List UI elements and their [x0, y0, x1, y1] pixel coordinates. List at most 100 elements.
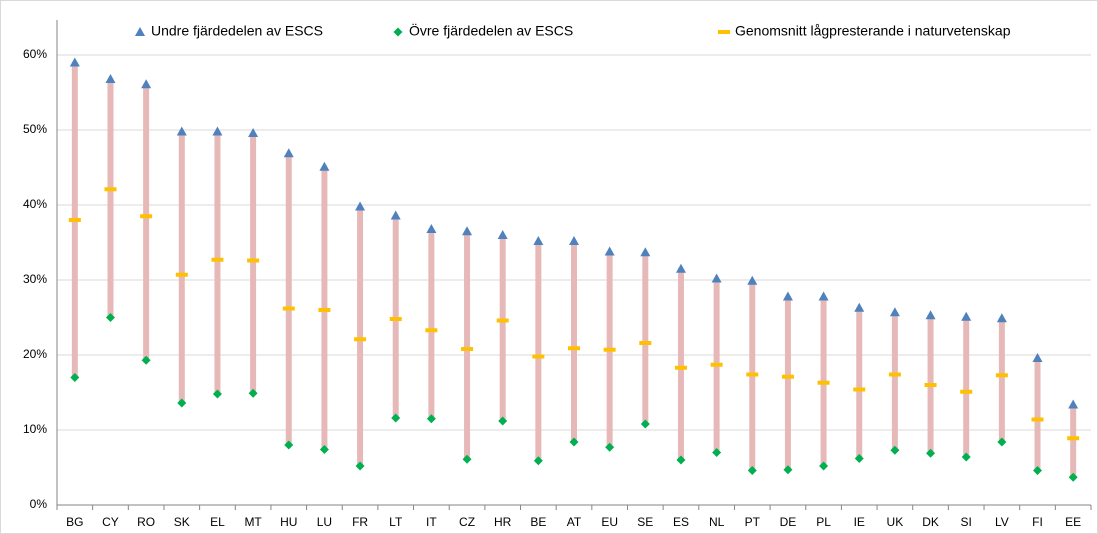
x-tick-label: UK: [887, 515, 904, 529]
x-tick-label: RO: [137, 515, 155, 529]
x-tick-label: IT: [426, 515, 437, 529]
point: [782, 291, 793, 301]
range-bar: [1034, 358, 1041, 471]
x-tick-label: LU: [317, 515, 332, 529]
legend-marker: [718, 30, 730, 34]
point: [282, 306, 295, 311]
range-bar: [1070, 404, 1077, 478]
point: [354, 337, 367, 342]
point: [176, 126, 187, 136]
range-bar: [963, 316, 970, 457]
point: [70, 373, 80, 382]
point: [819, 461, 829, 471]
point: [640, 419, 650, 429]
x-tick-label: BE: [530, 515, 546, 529]
point: [569, 437, 579, 447]
point: [69, 57, 80, 67]
point: [674, 365, 687, 370]
range-bar: [178, 131, 185, 403]
point: [995, 373, 1008, 378]
point: [888, 372, 901, 377]
x-tick-label: EU: [601, 515, 618, 529]
point: [997, 437, 1007, 447]
x-tick-label: MT: [244, 515, 262, 529]
point: [712, 448, 722, 457]
point: [498, 416, 508, 426]
point: [783, 465, 793, 475]
range-bar: [784, 296, 791, 470]
point: [996, 313, 1007, 323]
point: [533, 236, 544, 245]
x-tick-label: HR: [494, 515, 512, 529]
legend-label: Genomsnitt lågpresterande i naturvetensk…: [735, 23, 1011, 39]
range-bar: [250, 133, 257, 394]
point: [854, 454, 864, 463]
point: [426, 414, 436, 424]
point: [211, 257, 224, 262]
range-bar: [998, 318, 1005, 442]
x-tick-label: BG: [66, 515, 83, 529]
point: [532, 354, 545, 359]
y-tick-label: 60%: [23, 47, 47, 61]
point: [104, 187, 117, 192]
y-tick-label: 50%: [23, 122, 47, 136]
point: [710, 362, 723, 367]
point: [675, 263, 686, 273]
point: [462, 454, 472, 464]
range-bar: [891, 312, 898, 451]
point: [497, 230, 508, 239]
legend-label: Undre fjärdedelen av ESCS: [151, 23, 323, 39]
range-bar: [285, 153, 292, 445]
point: [711, 273, 722, 283]
point: [925, 310, 936, 320]
legend-label: Övre fjärdedelen av ESCS: [409, 22, 573, 39]
x-tick-label: DK: [922, 515, 939, 529]
x-tick-label: CZ: [459, 515, 475, 529]
point: [462, 226, 473, 236]
x-tick-label: ES: [673, 515, 689, 529]
point: [390, 210, 401, 220]
x-tick-label: SK: [174, 515, 190, 529]
y-tick-label: 20%: [23, 347, 47, 361]
x-tick-label: HU: [280, 515, 297, 529]
point: [1068, 399, 1079, 409]
point: [1033, 466, 1043, 475]
point: [817, 380, 830, 385]
point: [355, 461, 365, 471]
point: [461, 347, 474, 351]
range-bar: [464, 231, 471, 460]
range-bar: [357, 206, 364, 466]
point: [1032, 353, 1043, 362]
range-bar: [392, 215, 399, 418]
point: [140, 214, 153, 219]
point: [747, 466, 757, 475]
point: [247, 258, 260, 263]
point: [961, 311, 972, 321]
point: [889, 307, 900, 317]
point: [747, 275, 758, 285]
point: [425, 328, 438, 333]
x-tick-label: EE: [1065, 515, 1081, 529]
legend: Undre fjärdedelen av ESCS Övre fjärdedele…: [135, 22, 1011, 39]
x-tick-label: SI: [961, 515, 972, 529]
point: [141, 79, 152, 89]
point: [248, 388, 258, 398]
point: [605, 442, 615, 452]
x-tick-label: PT: [745, 515, 761, 529]
point: [639, 341, 652, 345]
x-tick-label: EL: [210, 515, 225, 529]
point: [818, 291, 829, 301]
y-tick-label: 40%: [23, 197, 47, 211]
point: [603, 347, 616, 352]
x-tick-label: LT: [389, 515, 403, 529]
range-bar: [856, 307, 863, 459]
point: [283, 148, 294, 158]
legend-marker: [393, 27, 403, 37]
point: [853, 387, 866, 392]
point: [389, 317, 402, 321]
point: [319, 445, 329, 454]
point: [319, 161, 330, 171]
x-tick-label: NL: [709, 515, 725, 529]
point: [746, 372, 759, 377]
point: [1067, 436, 1080, 441]
